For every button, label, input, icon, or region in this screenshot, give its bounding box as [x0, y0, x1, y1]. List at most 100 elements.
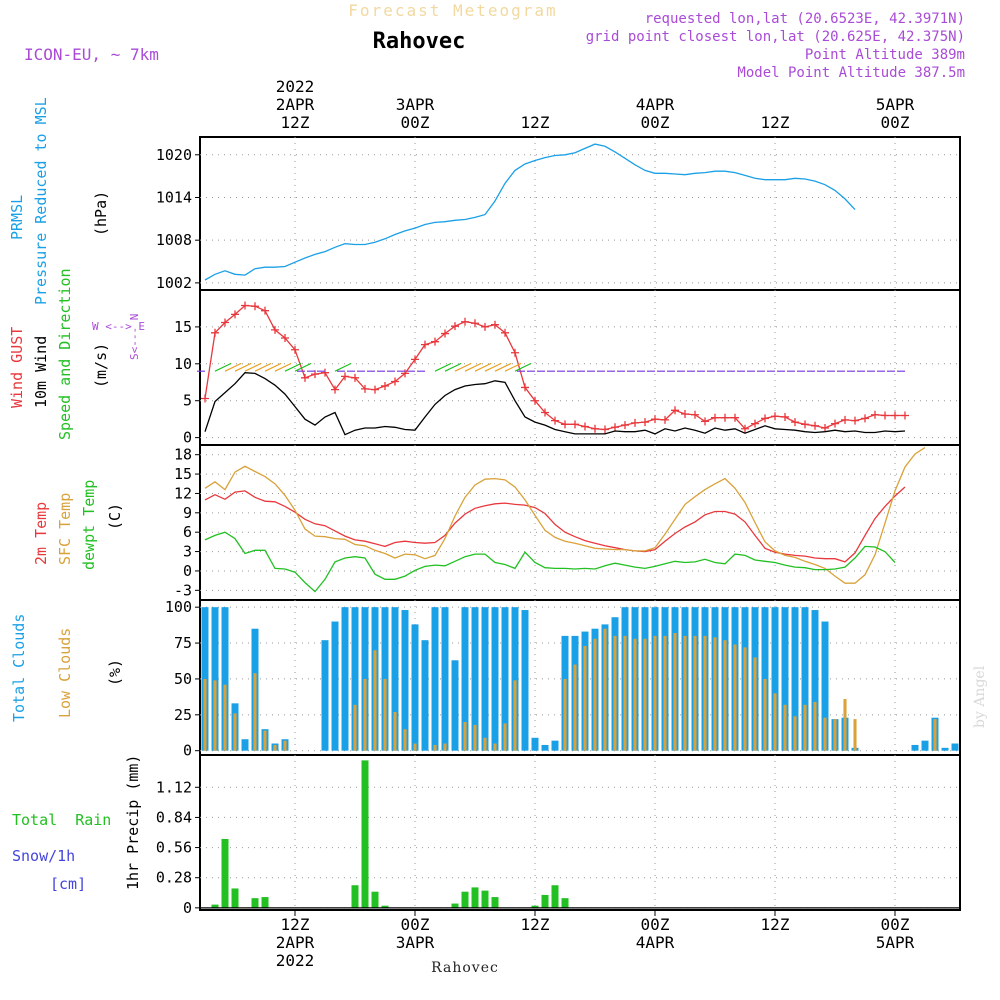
- low-cloud-bar-5: [253, 673, 257, 751]
- precip-units: 1hr Precip (mm): [124, 755, 142, 890]
- requested-coords: requested lon,lat (20.6523E, 42.3971N): [645, 11, 965, 27]
- gust-point-54: [741, 424, 749, 433]
- bottom-axis-label-0-2: 2022: [276, 951, 315, 970]
- clouds-units: (%): [106, 659, 124, 686]
- gust-point-40: [601, 425, 609, 434]
- gust-point-12: [321, 368, 329, 377]
- wind-ytick-label-0: 0: [183, 429, 192, 447]
- precip-labels: Total Rain Snow/1h [cm] 1hr Precip (mm): [12, 755, 142, 893]
- rain-bar-28: [481, 890, 489, 908]
- gust-point-45: [651, 415, 659, 424]
- watermark: by Angel: [972, 665, 988, 728]
- gust-point-46: [661, 415, 669, 424]
- wind-panel: 0 5 10 15: [174, 289, 961, 447]
- low-cloud-bar-52: [723, 640, 727, 751]
- wind-ytick-label-1: 5: [183, 392, 192, 410]
- total-cloud-bar-28: [481, 607, 489, 751]
- total-cloud-bar-59: [791, 607, 799, 751]
- top-axis-label-5-0: 5APR: [876, 95, 915, 114]
- total-cloud-bar-4: [241, 739, 249, 751]
- pressure-units: (hPa): [92, 191, 110, 236]
- gust-point-22: [421, 340, 429, 349]
- wind-dir-arrow-5: [254, 362, 272, 372]
- clouds-ytick-label-1: 25: [174, 706, 192, 724]
- total-cloud-bar-71: [911, 744, 919, 751]
- total-cloud-bar-31: [511, 607, 519, 751]
- rain-bar-27: [471, 887, 479, 908]
- low-cloud-bar-49: [693, 635, 697, 751]
- gust-point-31: [511, 348, 519, 357]
- rain-bar-36: [561, 898, 569, 908]
- rain-bar-3: [231, 888, 239, 908]
- wind-dir-arrow-24: [444, 362, 462, 372]
- top-axis-label-3-1: 00Z: [641, 113, 670, 132]
- total-cloud-bar-72: [921, 740, 929, 751]
- gust-point-6: [261, 306, 269, 315]
- rain-bar-16: [361, 760, 369, 908]
- temp-ytick-label-1: 0: [183, 562, 192, 580]
- gust-point-58: [781, 412, 789, 421]
- dewpt-line: [204, 531, 896, 593]
- total-cloud-bar-34: [541, 744, 549, 751]
- gust-point-53: [731, 413, 739, 422]
- wind-dir-arrow-26: [464, 362, 482, 372]
- pressure-label-2: Pressure Reduced to MSL: [32, 97, 50, 305]
- gust-point-56: [761, 414, 769, 423]
- low-cloud-bar-60: [803, 704, 807, 751]
- gust-point-62: [821, 424, 829, 433]
- gust-point-61: [811, 421, 819, 430]
- wind-dir-arrow-2: [224, 362, 242, 372]
- gust-point-28: [481, 322, 489, 331]
- wind-dir-arrow-27: [474, 362, 492, 372]
- rain-bar-6: [261, 897, 269, 908]
- precip-ytick-label-4: 1.12: [156, 778, 192, 796]
- low-cloud-bar-38: [583, 645, 587, 751]
- gust-point-1: [211, 328, 219, 337]
- total-cloud-bar-23: [431, 607, 439, 751]
- gust-point-59: [791, 418, 799, 427]
- wind-dir-arrow-13: [334, 362, 352, 372]
- total-cloud-bar-58: [781, 607, 789, 751]
- wind-label-dir: Speed and Direction: [56, 268, 74, 440]
- total-cloud-bar-35: [551, 740, 559, 751]
- top-axis-label-5-1: 00Z: [881, 113, 910, 132]
- pressure-panel: 1002 1008 1014 1020: [156, 136, 961, 292]
- top-axis-label-0-1: 12Z: [281, 113, 310, 132]
- temp-units: (C): [106, 503, 124, 530]
- low-cloud-bar-56: [763, 678, 767, 751]
- top-axis-label-1-0: 3APR: [396, 95, 435, 114]
- temp-label-dewpt: dewpt Temp: [80, 480, 98, 570]
- low-cloud-bar-23: [433, 744, 437, 751]
- low-cloud-bar-50: [703, 635, 707, 751]
- gust-point-63: [831, 419, 839, 428]
- top-axis-label-4-0: 12Z: [761, 113, 790, 132]
- gust-point-55: [751, 419, 759, 428]
- gust-point-30: [501, 328, 509, 337]
- clouds-ytick-label-2: 50: [174, 670, 192, 688]
- gust-point-4: [241, 301, 249, 310]
- gust-point-13: [331, 385, 339, 394]
- gust-point-3: [231, 310, 239, 319]
- gust-point-67: [871, 410, 879, 419]
- wind-ytick-label-2: 10: [174, 355, 192, 373]
- point-altitude: Point Altitude 389m: [805, 47, 965, 63]
- gust-point-52: [721, 413, 729, 422]
- total-cloud-bar-60: [801, 607, 809, 751]
- low-cloud-bar-1: [213, 680, 217, 751]
- low-cloud-bar-37: [573, 664, 577, 751]
- rain-bar-18: [381, 905, 389, 908]
- wind-ytick-label-3: 15: [174, 318, 192, 336]
- temp-ytick-label-0: -3: [174, 581, 192, 599]
- wind-dir-arrow-25: [454, 362, 472, 372]
- low-cloud-bar-31: [513, 680, 517, 751]
- footer-location: Rahovec: [431, 960, 499, 976]
- low-cloud-bar-24: [443, 743, 447, 751]
- pressure-label-1: PRMSL: [8, 195, 26, 240]
- precipitation-panel: 0 0.28 0.56 0.84 1.12: [156, 754, 961, 917]
- wind-dir-arrow-29: [494, 362, 512, 372]
- low-cloud-bar-29: [493, 743, 497, 751]
- top-axis-year: 2022: [276, 77, 315, 96]
- gust-point-15: [351, 373, 359, 382]
- low-cloud-bar-44: [643, 638, 647, 751]
